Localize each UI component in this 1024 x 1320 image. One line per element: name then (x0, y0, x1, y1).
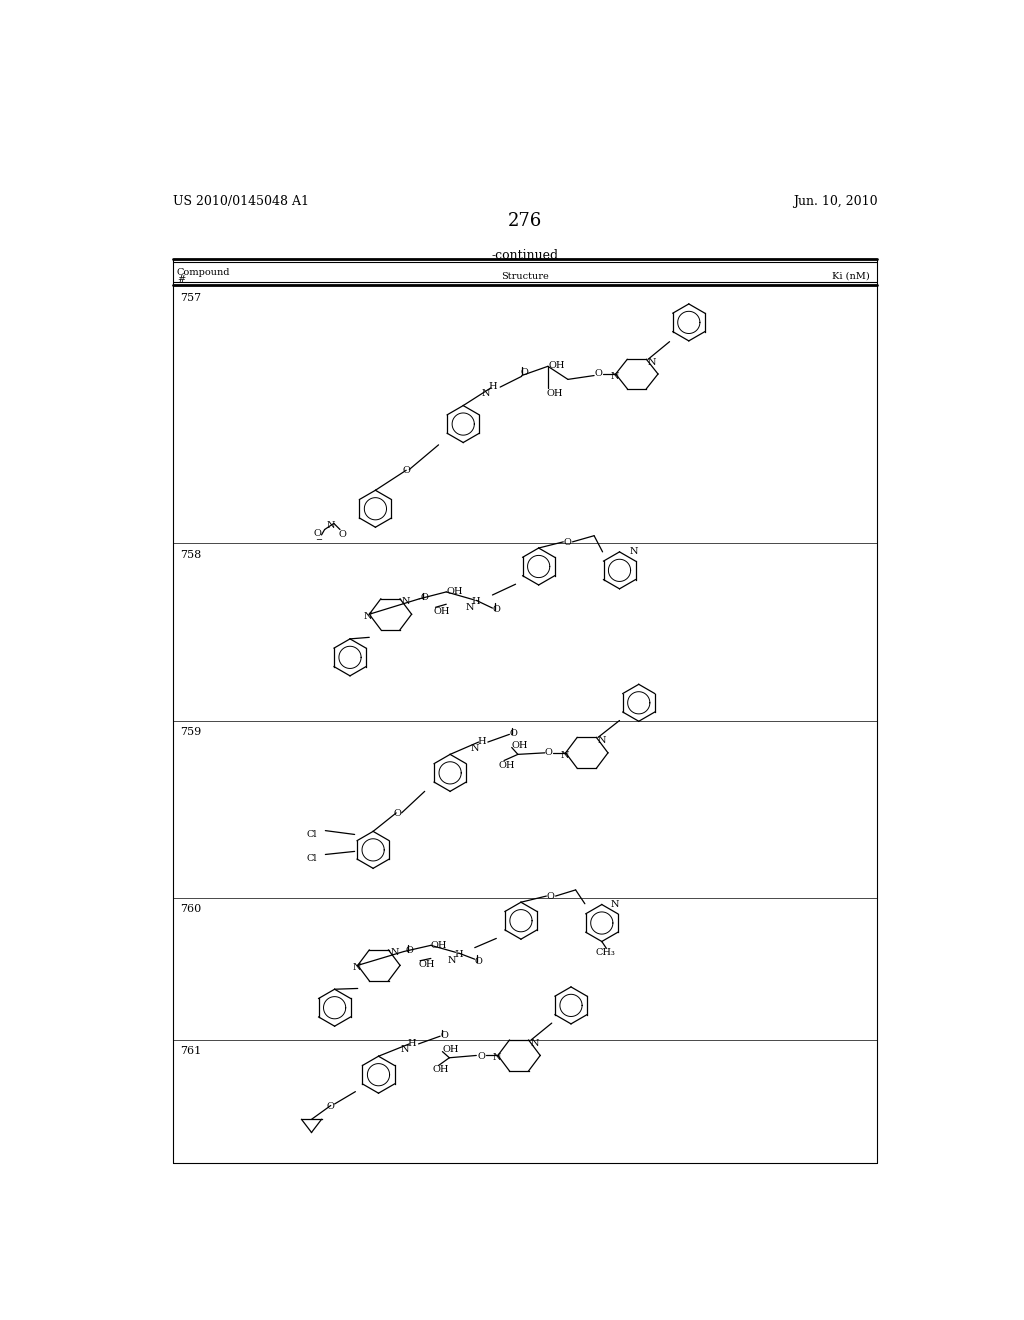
Text: H: H (477, 738, 485, 746)
Text: Cl: Cl (306, 830, 316, 838)
Text: OH: OH (499, 760, 515, 770)
Text: O: O (545, 748, 553, 758)
Text: N: N (391, 949, 399, 957)
Text: OH: OH (433, 607, 450, 615)
Text: N: N (481, 388, 490, 397)
Text: O: O (339, 531, 346, 540)
Text: N: N (401, 598, 410, 606)
Text: N: N (364, 612, 373, 620)
Text: -continued: -continued (492, 249, 558, 263)
Text: OH: OH (419, 960, 435, 969)
Text: O: O (563, 539, 571, 546)
Text: O: O (402, 466, 411, 475)
Text: Ki (nM): Ki (nM) (833, 272, 869, 281)
Text: US 2010/0145048 A1: US 2010/0145048 A1 (173, 195, 309, 209)
Text: −: − (315, 536, 323, 544)
Text: OH: OH (549, 360, 565, 370)
Text: O: O (475, 957, 482, 966)
Text: H: H (454, 950, 463, 958)
Text: N: N (630, 548, 638, 556)
Text: 758: 758 (180, 549, 202, 560)
Text: 761: 761 (180, 1047, 202, 1056)
Text: N: N (610, 372, 618, 380)
Text: O: O (547, 892, 554, 902)
Text: OH: OH (442, 1045, 459, 1055)
Text: OH: OH (431, 941, 447, 949)
Text: O: O (394, 809, 401, 818)
Text: 759: 759 (180, 726, 202, 737)
Text: H: H (472, 598, 480, 606)
Text: N: N (531, 1039, 540, 1048)
Text: O: O (477, 1052, 485, 1060)
Text: Cl: Cl (306, 854, 316, 863)
Text: N: N (598, 737, 606, 744)
Text: O: O (493, 605, 501, 614)
Text: Compound: Compound (177, 268, 230, 277)
Text: O: O (313, 529, 322, 537)
Text: O: O (327, 1102, 335, 1110)
Text: O: O (509, 729, 517, 738)
Text: N: N (447, 956, 457, 965)
Text: OH: OH (432, 1065, 449, 1074)
Text: N: N (352, 964, 360, 972)
Text: N: N (493, 1053, 501, 1063)
Text: OH: OH (446, 586, 463, 595)
Text: N: N (327, 521, 336, 531)
Text: 757: 757 (180, 293, 202, 304)
Text: O: O (406, 946, 414, 956)
Text: N: N (471, 743, 479, 752)
Text: OH: OH (512, 742, 528, 750)
Text: N: N (466, 603, 474, 612)
Text: N: N (400, 1045, 410, 1055)
Text: O: O (520, 368, 528, 376)
Text: Structure: Structure (501, 272, 549, 281)
Text: 760: 760 (180, 904, 202, 913)
Text: N: N (648, 358, 656, 367)
Text: CH₃: CH₃ (596, 949, 615, 957)
Text: O: O (421, 594, 429, 602)
Text: 276: 276 (508, 213, 542, 230)
Text: H: H (408, 1039, 417, 1048)
Text: H: H (488, 383, 498, 392)
Text: #: # (177, 275, 185, 284)
Text: O: O (440, 1031, 447, 1040)
Text: N: N (560, 751, 568, 759)
Text: O: O (594, 370, 602, 379)
Text: Jun. 10, 2010: Jun. 10, 2010 (793, 195, 878, 209)
Text: N: N (611, 900, 620, 909)
Text: OH: OH (547, 389, 563, 399)
